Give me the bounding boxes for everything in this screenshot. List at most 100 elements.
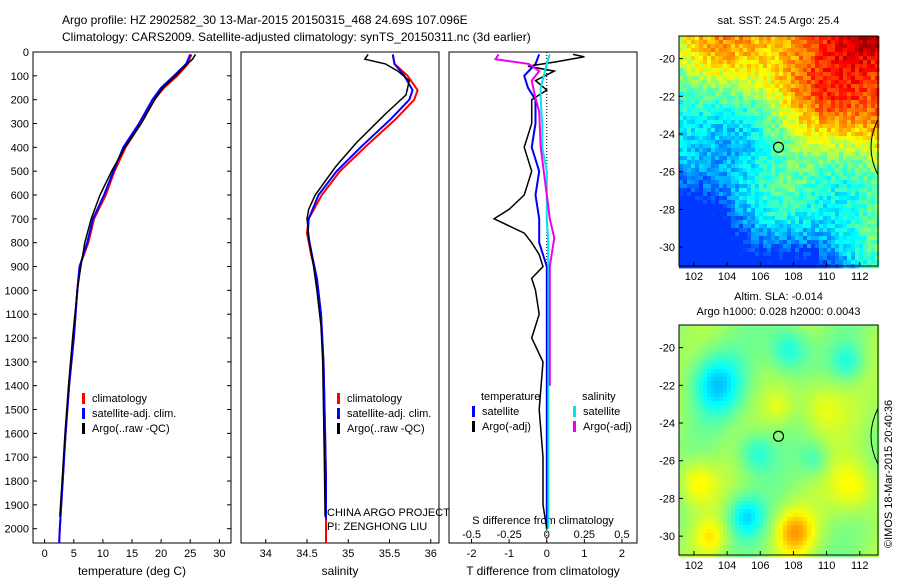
map-cell	[691, 168, 696, 173]
map-cell	[855, 417, 860, 422]
map-cell	[875, 72, 880, 77]
map-cell	[723, 116, 728, 121]
map-cell	[771, 108, 776, 113]
map-cell	[867, 84, 872, 89]
legend-label: Argo(..raw -QC)	[92, 423, 170, 435]
map-cell	[867, 389, 872, 394]
map-cell	[759, 76, 764, 81]
map-cell	[815, 405, 820, 410]
map-cell	[875, 345, 880, 350]
map-cell	[687, 188, 692, 193]
map-cell	[831, 108, 836, 113]
map-cell	[807, 433, 812, 438]
map-cell	[839, 381, 844, 386]
series-line-t-satellite	[523, 54, 548, 529]
x-tick-label: 35.5	[379, 548, 400, 560]
map-cell	[719, 365, 724, 370]
map-cell	[795, 136, 800, 141]
legend-label: satellite	[583, 406, 620, 418]
map-cell	[839, 196, 844, 201]
x-tick-label: -1	[504, 548, 514, 560]
map-cell	[819, 409, 824, 414]
map-cell	[755, 389, 760, 394]
map-cell	[691, 136, 696, 141]
map-cell	[795, 168, 800, 173]
map-cell	[815, 216, 820, 221]
map-cell	[855, 188, 860, 193]
map-cell	[783, 164, 788, 169]
map-cell	[875, 401, 880, 406]
map-cell	[867, 172, 872, 177]
map-cell	[791, 389, 796, 394]
map-cell	[687, 172, 692, 177]
map-cell	[875, 389, 880, 394]
map-cell	[779, 353, 784, 358]
map-cell	[731, 252, 736, 257]
map-cell	[871, 457, 876, 462]
map-cell	[731, 88, 736, 93]
map-cell	[819, 369, 824, 374]
map-cell	[711, 44, 716, 49]
map-cell	[759, 196, 764, 201]
map-cell	[811, 220, 816, 225]
map-cell	[683, 252, 688, 257]
map-cell	[727, 212, 732, 217]
map-cell	[855, 441, 860, 446]
map-cell	[723, 465, 728, 470]
map-cell	[699, 216, 704, 221]
map-cell	[759, 48, 764, 53]
map-cell	[811, 188, 816, 193]
map-cell	[875, 184, 880, 189]
map-cell	[715, 445, 720, 450]
map-cell	[763, 461, 768, 466]
map-cell	[875, 148, 880, 153]
map-cell	[823, 389, 828, 394]
map-cell	[731, 421, 736, 426]
map-cell	[831, 56, 836, 61]
map-cell	[743, 100, 748, 105]
map-cell	[775, 377, 780, 382]
map-cell	[719, 353, 724, 358]
map-cell	[703, 429, 708, 434]
map-cell	[799, 345, 804, 350]
map-cell	[691, 224, 696, 229]
map-cell	[691, 204, 696, 209]
map-cell	[759, 216, 764, 221]
map-cell	[711, 256, 716, 261]
map-cell	[743, 429, 748, 434]
map-cell	[751, 216, 756, 221]
map-cell	[807, 116, 812, 121]
map-cell	[867, 353, 872, 358]
map-cell	[775, 453, 780, 458]
map-cell	[863, 112, 868, 117]
map-cell	[803, 365, 808, 370]
map-cell	[863, 453, 868, 458]
map-cell	[771, 377, 776, 382]
map-cell	[827, 240, 832, 245]
map-cell	[727, 200, 732, 205]
map-cell	[847, 345, 852, 350]
map-cell	[779, 92, 784, 97]
map-cell	[755, 60, 760, 65]
map-cell	[691, 232, 696, 237]
map-cell	[763, 445, 768, 450]
annotation-line: PI: ZENGHONG LIU	[327, 521, 427, 533]
map-cell	[867, 377, 872, 382]
map-cell	[759, 413, 764, 418]
map-cell	[687, 140, 692, 145]
map-cell	[759, 353, 764, 358]
map-cell	[871, 421, 876, 426]
map-cell	[851, 164, 856, 169]
map-cell	[871, 429, 876, 434]
map-cell	[859, 393, 864, 398]
map-cell	[875, 212, 880, 217]
map-cell	[723, 36, 728, 41]
map-cell	[787, 136, 792, 141]
map-cell	[759, 256, 764, 261]
map-cell	[843, 224, 848, 229]
map-cell	[799, 152, 804, 157]
plot-frame	[448, 51, 638, 544]
map-cell	[839, 397, 844, 402]
map-cell	[803, 184, 808, 189]
map-cell	[803, 196, 808, 201]
